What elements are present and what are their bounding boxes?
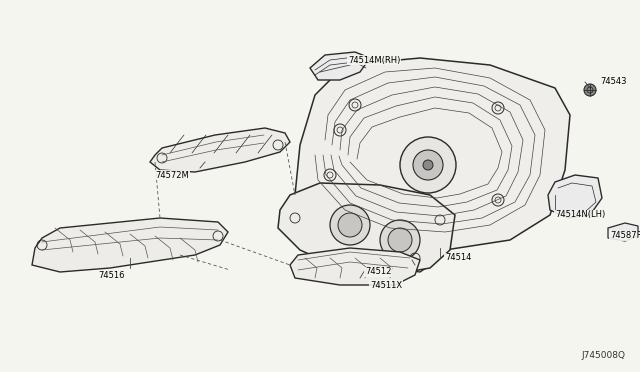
Text: 74514M(RH): 74514M(RH) [348, 55, 401, 64]
Circle shape [338, 213, 362, 237]
Polygon shape [310, 52, 370, 80]
Circle shape [380, 220, 420, 260]
Circle shape [584, 84, 596, 96]
Text: 74543: 74543 [600, 77, 627, 87]
Text: 74587R: 74587R [610, 231, 640, 241]
Text: 74511X: 74511X [370, 280, 402, 289]
Text: 74512: 74512 [365, 267, 392, 276]
Text: 74514N(LH): 74514N(LH) [555, 211, 605, 219]
Text: 74572M: 74572M [155, 170, 189, 180]
Text: 74516: 74516 [98, 270, 125, 279]
Polygon shape [548, 175, 602, 218]
Polygon shape [295, 58, 570, 250]
Circle shape [413, 150, 443, 180]
Polygon shape [370, 240, 435, 272]
Circle shape [423, 160, 433, 170]
Circle shape [388, 228, 412, 252]
Polygon shape [150, 128, 290, 172]
Text: 74514: 74514 [445, 253, 472, 263]
Circle shape [400, 137, 456, 193]
Polygon shape [608, 223, 638, 241]
Polygon shape [32, 218, 228, 272]
Text: J745008Q: J745008Q [581, 351, 625, 360]
Polygon shape [290, 248, 420, 285]
Circle shape [330, 205, 370, 245]
Polygon shape [278, 183, 455, 275]
